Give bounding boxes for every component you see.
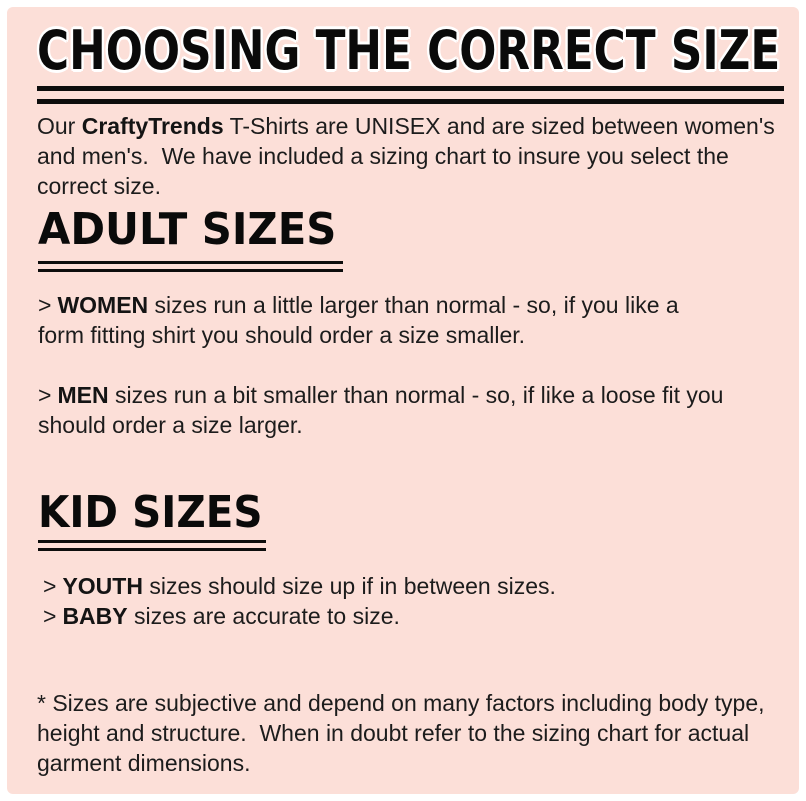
women-sizing-note: > WOMEN sizes run a little larger than no… xyxy=(38,290,728,350)
youth-sizing-note: > YOUTH sizes should size up if in betwee… xyxy=(43,571,753,601)
men-sizing-note: > MEN sizes run a bit smaller than normal… xyxy=(38,380,728,440)
women-bullet-marker: > xyxy=(38,292,52,318)
youth-bullet-marker: > xyxy=(43,573,57,599)
men-note-text: sizes run a bit smaller than normal - so… xyxy=(38,382,730,438)
youth-note-text: sizes should size up if in between sizes… xyxy=(142,573,556,599)
kid-sizes-heading: KID SIZES xyxy=(38,491,282,535)
women-term: WOMEN xyxy=(57,292,149,318)
kid-heading-underline-top xyxy=(38,540,266,543)
baby-term: BABY xyxy=(62,603,128,629)
men-term: MEN xyxy=(57,382,109,408)
page-title: CHOOSING THE CORRECT SIZE xyxy=(37,24,806,78)
baby-note-text: sizes are accurate to size. xyxy=(127,603,400,629)
kid-sizes-heading-text: KID SIZES xyxy=(38,487,263,538)
intro-rest: T-Shirts are UNISEX and are sized betwee… xyxy=(37,113,782,199)
baby-sizing-note: > BABY sizes are accurate to size. xyxy=(43,601,753,631)
intro-prefix: Our xyxy=(37,113,82,139)
sizing-disclaimer: * Sizes are subjective and depend on man… xyxy=(37,690,771,776)
title-underline-bottom xyxy=(37,99,784,104)
men-bullet-marker: > xyxy=(38,382,52,408)
adult-sizes-heading-text: ADULT SIZES xyxy=(38,204,337,255)
brand-name: CraftyTrends xyxy=(81,113,224,139)
baby-bullet-marker: > xyxy=(43,603,57,629)
adult-heading-underline-bottom xyxy=(38,269,343,272)
intro-paragraph: Our CraftyTrends T-Shirts are UNISEX and… xyxy=(37,111,791,201)
women-note-text: sizes run a little larger than normal - … xyxy=(38,292,686,348)
page-title-text: CHOOSING THE CORRECT SIZE xyxy=(37,19,781,82)
adult-heading-underline-top xyxy=(38,261,343,264)
title-underline-top xyxy=(37,86,784,91)
size-guide-panel: CHOOSING THE CORRECT SIZE Our CraftyTren… xyxy=(7,7,799,794)
kid-heading-underline-bottom xyxy=(38,548,266,551)
adult-sizes-heading: ADULT SIZES xyxy=(38,208,352,252)
youth-term: YOUTH xyxy=(62,573,143,599)
